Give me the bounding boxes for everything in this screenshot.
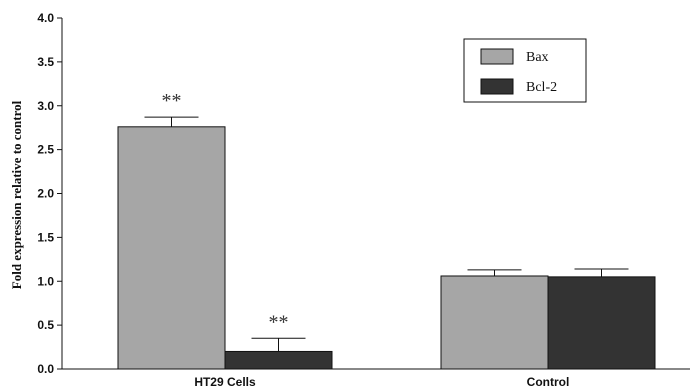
legend-swatch-bax <box>480 48 514 65</box>
legend-swatch-bcl-2 <box>480 78 514 95</box>
y-tick-label-8: 4.0 <box>37 11 54 25</box>
y-axis-label: Fold expression relative to control <box>9 100 24 289</box>
axes-layer: HT29 Cells Control 0.0 0.5 1.0 1.5 2.0 2.5 3.0 3.… <box>37 11 690 389</box>
y-tick-label-0: 0.0 <box>37 362 54 376</box>
bar-bax-1 <box>440 275 549 370</box>
y-tick-label-1: 0.5 <box>37 318 54 332</box>
annotations-layer: ** ** <box>162 90 289 333</box>
y-tick-label-3: 1.5 <box>37 230 54 244</box>
bar-bcl-2-1 <box>547 276 656 370</box>
significance-label-bax-0: ** <box>162 90 182 112</box>
legend: Bax Bcl-2 <box>463 38 587 103</box>
y-tick-label-5: 2.5 <box>37 143 54 157</box>
x-tick-label-0: HT29 Cells <box>194 375 256 389</box>
legend-label-bcl-2: Bcl-2 <box>526 80 557 95</box>
bars-layer <box>117 126 656 370</box>
significance-label-bcl-2-0: ** <box>269 311 289 333</box>
y-tick-label-7: 3.5 <box>37 55 54 69</box>
error-bars-layer <box>144 116 629 352</box>
x-tick-label-1: Control <box>527 375 570 389</box>
y-tick-label-4: 2.0 <box>37 187 54 201</box>
legend-label-bax: Bax <box>526 50 549 65</box>
y-tick-label-6: 3.0 <box>37 99 54 113</box>
bar-bax-0 <box>117 126 226 370</box>
y-tick-label-2: 1.0 <box>37 274 54 288</box>
bar-bcl-2-0 <box>224 350 333 370</box>
